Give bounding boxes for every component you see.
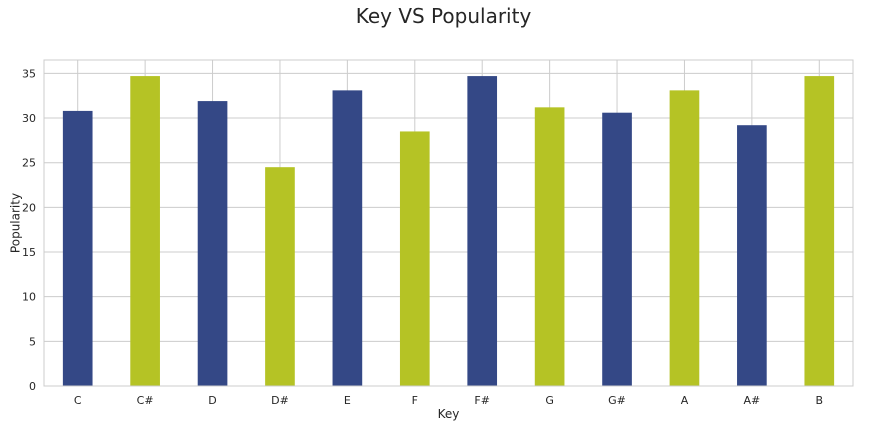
bar-c-sharp	[130, 76, 160, 386]
x-tick-label: D	[208, 394, 216, 407]
bars	[62, 76, 835, 387]
x-tick-label: C#	[137, 394, 154, 407]
x-tick-label: G#	[608, 394, 626, 407]
bar-f	[399, 131, 430, 386]
x-tick-label: D#	[271, 394, 289, 407]
x-tick-label: E	[344, 394, 351, 407]
y-tick-labels: 0 5 10 15 20 25 30 35	[22, 67, 36, 393]
y-tick-label: 10	[22, 291, 36, 304]
plot-frame	[43, 59, 854, 387]
y-tick-label: 20	[22, 201, 36, 214]
bar-a	[669, 90, 700, 386]
y-tick-label: 30	[22, 112, 36, 125]
x-tick-label: A	[681, 394, 689, 407]
x-tick-label: B	[816, 394, 824, 407]
bar-f-sharp	[467, 76, 498, 386]
x-tick-label: C	[74, 394, 82, 407]
grid-lines	[44, 60, 853, 387]
bar-g-sharp	[602, 112, 632, 386]
y-tick-label: 0	[29, 380, 36, 393]
y-tick-label: 35	[22, 67, 36, 80]
x-tick-label: F	[412, 394, 418, 407]
bar-d	[197, 101, 228, 386]
y-tick-label: 15	[22, 246, 36, 259]
y-axis-label: Popularity	[9, 193, 23, 253]
x-tick-label: A#	[744, 394, 761, 407]
bar-e	[332, 90, 363, 386]
x-axis-label: Key	[438, 407, 460, 421]
bar-c	[62, 110, 93, 386]
x-tick-labels: C C# D D# E F F# G G# A A# B	[74, 394, 823, 407]
y-tick-label: 5	[29, 335, 36, 348]
x-tick-label: F#	[474, 394, 490, 407]
chart-title: Key VS Popularity	[355, 4, 532, 28]
bar-d-sharp	[265, 167, 295, 386]
y-tick-label: 25	[22, 157, 36, 170]
bar-a-sharp	[737, 125, 767, 386]
x-tick-label: G	[545, 394, 554, 407]
bar-b	[804, 76, 835, 386]
bar-g	[534, 107, 565, 387]
